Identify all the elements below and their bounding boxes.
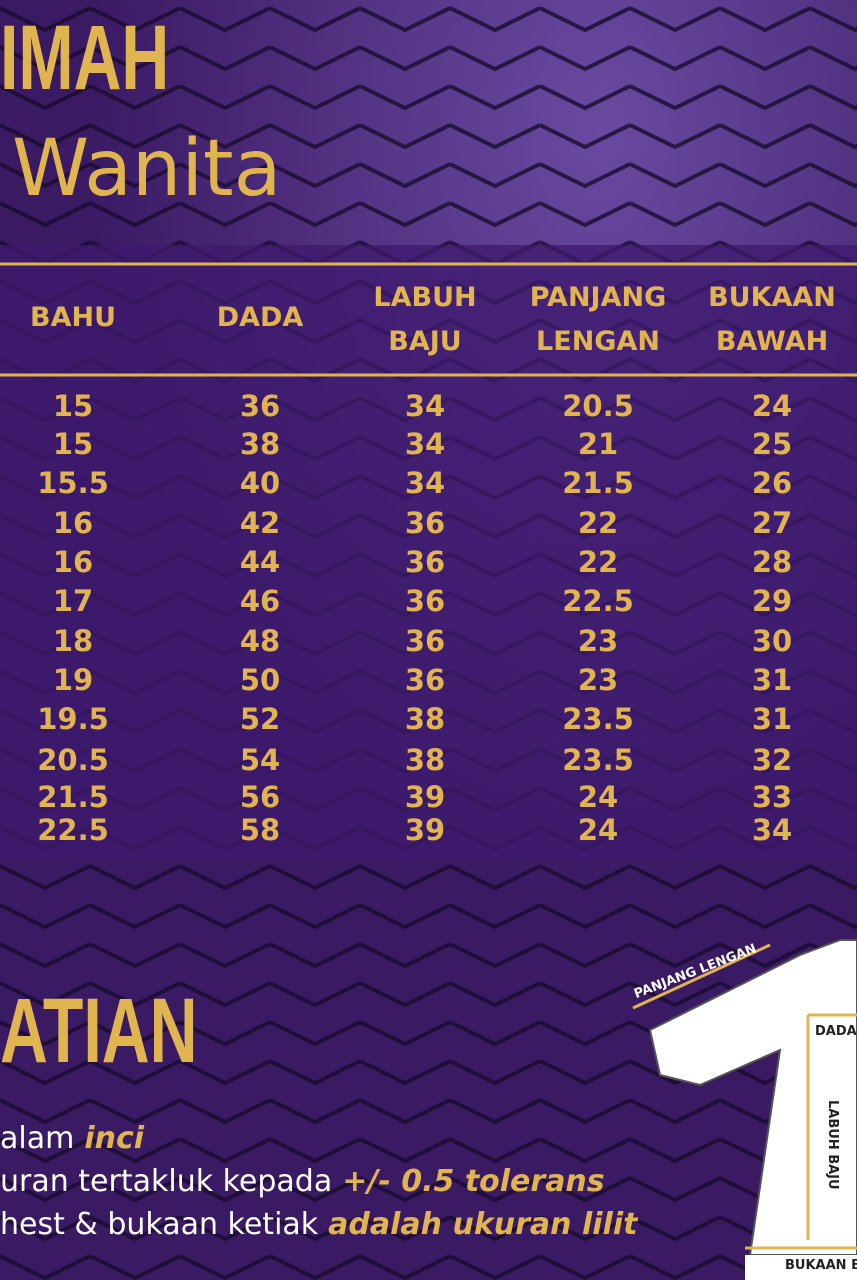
table-cell: 34	[404, 466, 446, 500]
table-cell: 38	[239, 427, 281, 461]
table-cell: 20.5	[562, 389, 634, 423]
table-cell: 33	[751, 780, 793, 814]
table-cell: 19.5	[37, 702, 109, 736]
table-cell: 44	[239, 545, 281, 579]
table-cell: 19	[52, 663, 94, 697]
table-cell: 39	[404, 780, 446, 814]
table-cell: 34	[751, 813, 793, 847]
note-text: uran tertakluk kepada	[0, 1164, 333, 1199]
table-cell: 52	[239, 702, 281, 736]
note-line: uran tertakluk kepada +/- 0.5 tolerans	[0, 1167, 605, 1197]
table-band	[0, 245, 857, 862]
table-cell: 22.5	[562, 584, 634, 618]
table-cell: 36	[404, 584, 446, 618]
table-cell: 15	[52, 389, 94, 423]
notes-heading: ATIAN	[0, 980, 198, 1082]
diagram-label: BUKAAN B	[785, 1258, 857, 1273]
table-cell: 21	[577, 427, 619, 461]
table-cell: 15	[52, 427, 94, 461]
column-header: BAHU	[30, 302, 116, 333]
table-cell: 31	[751, 663, 793, 697]
table-cell: 22.5	[37, 813, 109, 847]
table-cell: 36	[404, 545, 446, 579]
table-cell: 36	[404, 506, 446, 540]
note-emphasis: +/- 0.5 tolerans	[342, 1164, 605, 1199]
table-cell: 36	[404, 624, 446, 658]
table-cell: 31	[751, 702, 793, 736]
table-cell: 34	[404, 389, 446, 423]
table-cell: 39	[404, 813, 446, 847]
table-cell: 54	[239, 743, 281, 777]
table-cell: 27	[751, 506, 793, 540]
table-cell: 36	[239, 389, 281, 423]
table-cell: 40	[239, 466, 281, 500]
table-cell: 24	[751, 389, 793, 423]
column-header: BAWAH	[715, 326, 829, 357]
table-cell: 36	[404, 663, 446, 697]
table-cell: 22	[577, 545, 619, 579]
column-header: DADA	[216, 302, 304, 333]
table-cell: 32	[751, 743, 793, 777]
table-cell: 16	[52, 506, 94, 540]
table-cell: 46	[239, 584, 281, 618]
column-header: BAJU	[388, 326, 462, 357]
table-cell: 16	[52, 545, 94, 579]
table-cell: 24	[577, 780, 619, 814]
table-cell: 23.5	[562, 743, 634, 777]
table-cell: 22	[577, 506, 619, 540]
table-cell: 23.5	[562, 702, 634, 736]
table-cell: 20.5	[37, 743, 109, 777]
table-cell: 58	[239, 813, 281, 847]
note-text: alam	[0, 1121, 75, 1156]
table-cell: 18	[52, 624, 94, 658]
note-line: alam inci	[0, 1124, 144, 1154]
column-header: LABUH	[373, 282, 477, 313]
shirt-diagram	[632, 939, 857, 1280]
table-cell: 50	[239, 663, 281, 697]
table-cell: 24	[577, 813, 619, 847]
table-cell: 30	[751, 624, 793, 658]
table-cell: 21.5	[562, 466, 634, 500]
table-cell: 42	[239, 506, 281, 540]
note-emphasis: adalah ukuran lilit	[328, 1207, 638, 1242]
title: IMAH	[0, 7, 170, 109]
table-cell: 21.5	[37, 780, 109, 814]
table-cell: 38	[404, 743, 446, 777]
table-cell: 25	[751, 427, 793, 461]
table-cell: 23	[577, 624, 619, 658]
subtitle: Wanita	[12, 124, 282, 214]
column-header: LENGAN	[536, 326, 660, 357]
note-emphasis: inci	[84, 1121, 145, 1156]
table-cell: 26	[751, 466, 793, 500]
table-cell: 28	[751, 545, 793, 579]
table-cell: 15.5	[37, 466, 109, 500]
note-line: hest & bukaan ketiak adalah ukuran lilit	[0, 1210, 637, 1240]
table-cell: 48	[239, 624, 281, 658]
table-cell: 29	[751, 584, 793, 618]
diagram-label: DADA	[815, 1024, 857, 1039]
table-cell: 34	[404, 427, 446, 461]
table-cell: 17	[52, 584, 94, 618]
table-cell: 23	[577, 663, 619, 697]
table-cell: 38	[404, 702, 446, 736]
diagram-label: LABUH BAJU	[825, 1100, 840, 1190]
column-header: BUKAAN	[708, 282, 836, 313]
table-cell: 56	[239, 780, 281, 814]
note-text: hest & bukaan ketiak	[0, 1207, 319, 1242]
column-header: PANJANG	[529, 282, 667, 313]
